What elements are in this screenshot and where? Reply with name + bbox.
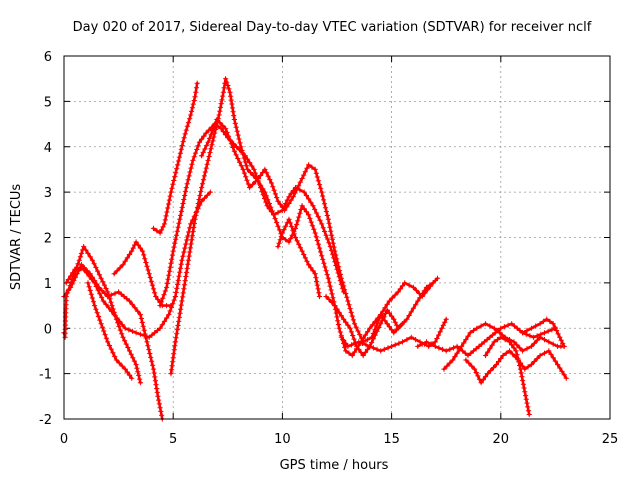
x-tick-label: 5	[169, 432, 177, 447]
series-markers	[338, 316, 449, 354]
x-tick-label: 0	[60, 432, 68, 447]
series-arc-13	[415, 321, 558, 359]
series-arc-6	[150, 80, 200, 236]
series-markers	[199, 116, 441, 345]
series-arc-11	[323, 280, 436, 359]
series-arc-17	[520, 316, 567, 349]
series-arc-3	[63, 189, 213, 340]
series-arc-9	[199, 116, 441, 345]
plot-frame	[63, 55, 611, 420]
series-markers	[463, 348, 569, 386]
y-tick-label: 1	[44, 277, 52, 292]
series-arc-2	[61, 262, 165, 422]
series-markers	[323, 280, 436, 359]
series-markers	[85, 280, 135, 381]
series-markers	[520, 316, 567, 349]
series-arc-8	[168, 76, 406, 377]
series-markers	[63, 189, 213, 340]
series-markers	[168, 76, 406, 377]
series-arc-12	[338, 316, 449, 354]
y-tick-label: 6	[44, 50, 52, 65]
series-arc-16	[482, 334, 532, 418]
y-tick-labels: -2 -1 0 1 2 3 4 5 6	[39, 50, 52, 428]
y-tick-label: 2	[44, 232, 52, 247]
x-tick-label: 20	[493, 432, 510, 447]
y-tick-label: 3	[44, 186, 52, 201]
y-tick-label: -1	[39, 368, 52, 383]
series-arc-1	[61, 244, 143, 386]
y-tick-label: -2	[39, 413, 52, 428]
y-tick-label: 0	[44, 322, 52, 337]
x-tick-labels: 0 5 10 15 20 25	[60, 432, 618, 447]
series-markers	[61, 262, 165, 422]
x-axis-label: GPS time / hours	[280, 458, 389, 473]
x-tick-label: 25	[602, 432, 619, 447]
series-trace	[200, 118, 439, 344]
y-tick-label: 4	[44, 141, 52, 156]
y-tick-label: 5	[44, 95, 52, 110]
series-arc-15	[463, 348, 569, 386]
x-tick-label: 15	[383, 432, 400, 447]
series-arc-10	[275, 216, 323, 300]
series-markers	[61, 244, 143, 386]
series-markers	[150, 80, 200, 236]
data-series	[61, 76, 569, 422]
series-arc-4	[85, 280, 135, 381]
y-axis-label: SDTVAR / TECUs	[9, 184, 24, 291]
series-trace	[464, 349, 568, 384]
x-tick-label: 10	[274, 432, 291, 447]
chart-title: Day 020 of 2017, Sidereal Day-to-day VTE…	[73, 20, 592, 35]
series-markers	[275, 216, 323, 300]
series-trace	[152, 81, 199, 235]
series-markers	[482, 334, 532, 418]
